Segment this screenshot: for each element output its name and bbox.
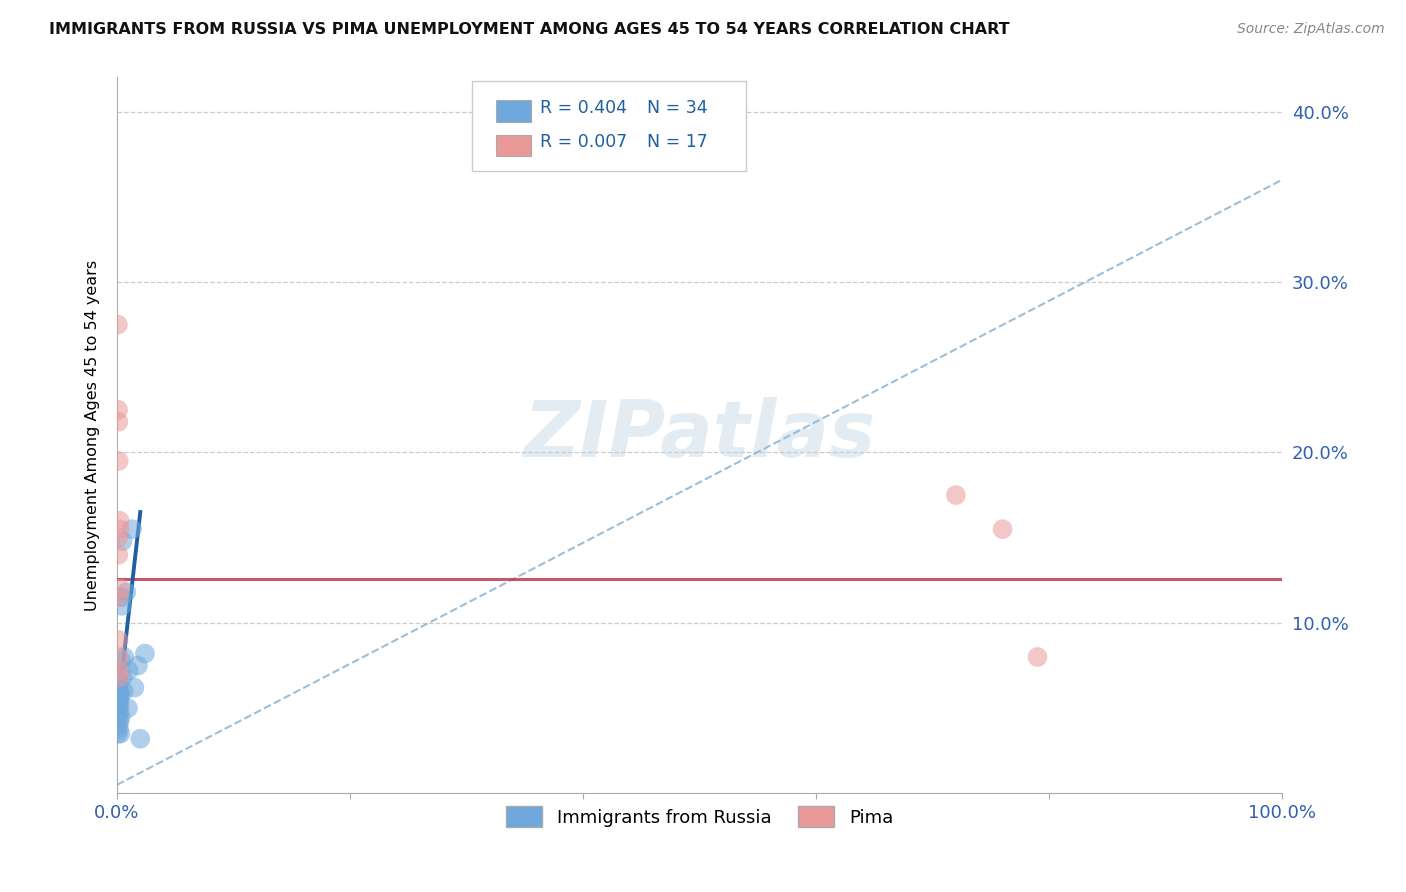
Point <box>108 714 131 729</box>
Point <box>112 650 135 665</box>
FancyBboxPatch shape <box>496 100 530 122</box>
Point <box>107 688 129 702</box>
Point <box>111 599 134 613</box>
Point <box>107 415 129 429</box>
Point <box>108 514 131 528</box>
Point <box>991 522 1014 536</box>
Point <box>108 522 131 536</box>
Point <box>110 591 132 605</box>
Point <box>107 402 129 417</box>
Point <box>110 709 132 723</box>
Text: R = 0.404: R = 0.404 <box>540 99 627 117</box>
Point <box>107 531 129 545</box>
Point <box>108 722 131 736</box>
Point <box>107 670 129 684</box>
FancyBboxPatch shape <box>496 135 530 156</box>
Point <box>110 582 132 596</box>
Point <box>108 698 131 712</box>
Point <box>111 534 134 549</box>
Text: R = 0.007: R = 0.007 <box>540 133 627 151</box>
Point <box>108 650 131 665</box>
Legend: Immigrants from Russia, Pima: Immigrants from Russia, Pima <box>499 799 900 834</box>
Text: IMMIGRANTS FROM RUSSIA VS PIMA UNEMPLOYMENT AMONG AGES 45 TO 54 YEARS CORRELATIO: IMMIGRANTS FROM RUSSIA VS PIMA UNEMPLOYM… <box>49 22 1010 37</box>
Point <box>127 658 149 673</box>
Text: N = 17: N = 17 <box>647 133 707 151</box>
Point <box>108 705 131 719</box>
Text: ZIPatlas: ZIPatlas <box>523 398 876 474</box>
Point <box>110 727 132 741</box>
Point <box>121 522 143 536</box>
Point <box>110 688 132 702</box>
Point <box>107 692 129 706</box>
Point <box>1026 650 1049 665</box>
Point <box>107 681 129 695</box>
Point <box>117 664 139 678</box>
Point <box>107 632 129 647</box>
Point <box>110 653 132 667</box>
Point <box>107 701 129 715</box>
Point <box>945 488 967 502</box>
Y-axis label: Unemployment Among Ages 45 to 54 years: Unemployment Among Ages 45 to 54 years <box>86 260 100 611</box>
Point <box>107 727 129 741</box>
Point <box>107 718 129 732</box>
Point <box>111 670 134 684</box>
Point <box>124 681 146 695</box>
Point <box>117 701 139 715</box>
Point <box>115 585 138 599</box>
Point <box>108 675 131 690</box>
Point <box>134 647 156 661</box>
Point <box>108 670 131 684</box>
Point <box>129 731 152 746</box>
Point <box>108 692 131 706</box>
Point <box>107 548 129 562</box>
Point <box>107 591 129 605</box>
FancyBboxPatch shape <box>472 81 747 170</box>
Point <box>107 709 129 723</box>
Text: N = 34: N = 34 <box>647 99 707 117</box>
Point <box>112 684 135 698</box>
Point <box>110 664 132 678</box>
Point <box>108 684 131 698</box>
Text: Source: ZipAtlas.com: Source: ZipAtlas.com <box>1237 22 1385 37</box>
Point <box>107 318 129 332</box>
Point <box>108 664 131 678</box>
Point <box>107 454 129 468</box>
